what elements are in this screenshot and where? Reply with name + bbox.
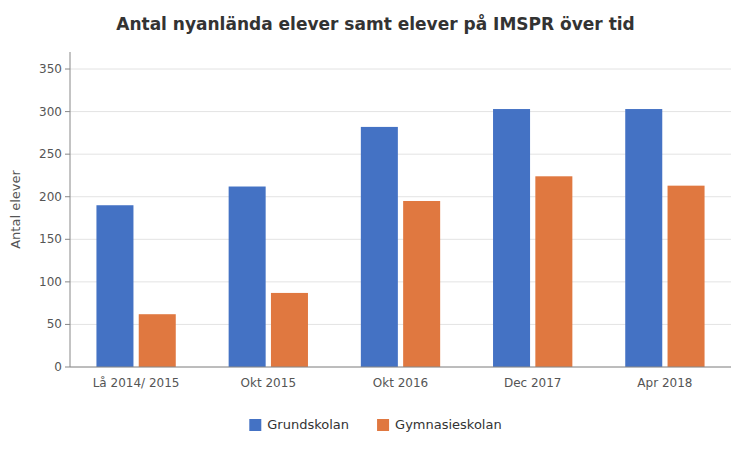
tick-label: 50 bbox=[47, 317, 62, 331]
category-label: Lå 2014/ 2015 bbox=[93, 376, 180, 390]
category-label: Apr 2018 bbox=[637, 376, 692, 390]
tick-mark bbox=[65, 69, 70, 70]
grid-line bbox=[70, 367, 731, 368]
chart-svg: Antal nyanlända elever samt elever på IM… bbox=[0, 0, 751, 451]
bar bbox=[493, 109, 530, 367]
bar bbox=[361, 127, 398, 367]
title: Antal nyanlända elever samt elever på IM… bbox=[116, 13, 635, 34]
category-label: Dec 2017 bbox=[504, 376, 562, 390]
chart-container: Antal nyanlända elever samt elever på IM… bbox=[0, 0, 751, 451]
y-axis-line bbox=[70, 52, 71, 367]
bar bbox=[625, 109, 662, 367]
legend-item: Gymnasieskolan bbox=[377, 417, 502, 432]
tick-label: 100 bbox=[39, 275, 62, 289]
bar bbox=[668, 186, 705, 367]
grid: 0 50 100 150 200 250 300 350 bbox=[39, 62, 731, 374]
x-axis-line bbox=[70, 367, 731, 368]
tick-label: 150 bbox=[39, 232, 62, 246]
category-label: Okt 2016 bbox=[373, 376, 428, 390]
tick-label: 350 bbox=[39, 62, 62, 76]
tick-mark bbox=[65, 154, 70, 155]
tick-mark bbox=[65, 324, 70, 325]
legend: Grundskolan Gymnasieskolan bbox=[249, 417, 501, 432]
tick-mark bbox=[65, 111, 70, 112]
bar bbox=[139, 314, 176, 367]
bar bbox=[229, 187, 266, 367]
bar bbox=[271, 293, 308, 367]
grid-line bbox=[70, 69, 731, 70]
bar bbox=[403, 201, 440, 367]
legend-swatch bbox=[249, 419, 261, 431]
tick-label: 250 bbox=[39, 147, 62, 161]
tick-mark bbox=[65, 239, 70, 240]
tick-label: 0 bbox=[54, 360, 62, 374]
tick-mark bbox=[65, 281, 70, 282]
bar bbox=[535, 176, 572, 367]
legend-swatch bbox=[377, 419, 389, 431]
axis-label: Antal elever bbox=[8, 170, 23, 249]
legend-label: Grundskolan bbox=[267, 417, 349, 432]
bar bbox=[96, 205, 133, 367]
legend-label: Gymnasieskolan bbox=[395, 417, 502, 432]
legend-item: Grundskolan bbox=[249, 417, 349, 432]
tick-label: 200 bbox=[39, 190, 62, 204]
tick-mark bbox=[65, 367, 70, 368]
tick-label: 300 bbox=[39, 105, 62, 119]
tick-mark bbox=[65, 196, 70, 197]
category-label: Okt 2015 bbox=[241, 376, 296, 390]
bars bbox=[96, 109, 704, 367]
